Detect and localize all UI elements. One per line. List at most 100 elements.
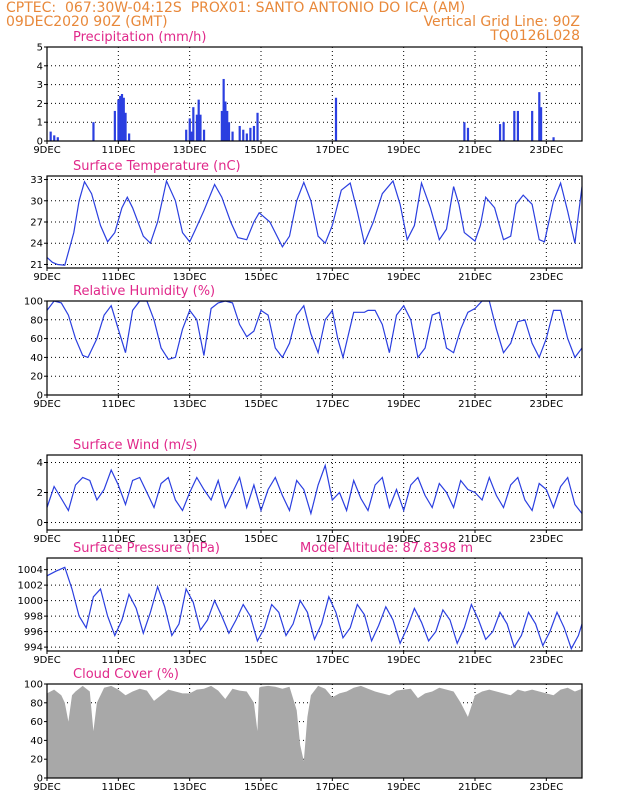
pres-frame (46, 557, 583, 652)
precip-bar (128, 133, 131, 141)
precip-bar (231, 131, 234, 141)
pres-xtick-label: 23DEC (529, 655, 563, 666)
cloud-xtick-label: 13DEC (173, 782, 207, 793)
precip-ytick-label: 3 (37, 80, 43, 91)
temp-ytick-label: 30 (30, 196, 43, 207)
precip-bar (245, 133, 248, 141)
precip-bar (463, 122, 466, 141)
precip-bar (92, 122, 95, 141)
pres-line (46, 566, 583, 651)
rh-xtick-label: 15DEC (244, 399, 278, 410)
cloud-frame (46, 683, 583, 779)
temp-xtick-label: 11DEC (101, 272, 135, 283)
precip-xtick-label: 13DEC (173, 145, 207, 156)
precip-bar (192, 107, 195, 141)
rh-ytick-label: 40 (30, 353, 43, 364)
precip-bar (188, 118, 191, 141)
pres-title: Surface Pressure (hPa) (73, 541, 220, 556)
wind-panel: Surface Wind (m/s) 0 2 4 9DEC 11DEC 13DEC 15DEC… (33, 438, 583, 545)
precip-bar (466, 127, 470, 141)
header-line2-left: 09DEC2020 90Z (GMT) (6, 14, 168, 30)
wind-xtick-label: 15DEC (244, 534, 278, 545)
precip-bar (53, 135, 56, 141)
precip-bar (502, 122, 505, 141)
header-line1: CPTEC: 067:30W-04:12S PROX01: SANTO ANTO… (6, 0, 466, 16)
precip-bar (252, 125, 256, 141)
rh-xtick-label: 21DEC (458, 399, 492, 410)
precip-xtick-label: 15DEC (244, 145, 278, 156)
precip-bar (117, 99, 120, 141)
wind-ytick-label: 4 (37, 458, 43, 469)
precip-bar (124, 112, 127, 141)
pres-xtick-label: 17DEC (315, 655, 349, 666)
rh-ytick-label: 100 (24, 297, 43, 308)
precip-bar (119, 95, 122, 141)
temp-xtick-label: 19DEC (387, 272, 421, 283)
precip-xtick-label: 21DEC (458, 145, 492, 156)
precip-bar (249, 127, 252, 141)
precip-xtick-label: 19DEC (387, 145, 421, 156)
precip-bar (539, 107, 543, 141)
wind-xtick-label: 13DEC (173, 534, 207, 545)
pres-xtick-label: 21DEC (458, 655, 492, 666)
pres-xtick-label: 15DEC (244, 655, 278, 666)
cloud-ytick-label: 60 (30, 717, 43, 728)
cloud-ytick-label: 40 (30, 736, 43, 747)
precip-bar (238, 125, 241, 141)
pres-xtick-label: 13DEC (173, 655, 207, 666)
cloud-xtick-label: 11DEC (101, 782, 135, 793)
precip-bar (242, 129, 245, 141)
cloud-xtick-label: 15DEC (244, 782, 278, 793)
cloud-xtick-label: 17DEC (315, 782, 349, 793)
cloud-ytick-label: 80 (30, 698, 43, 709)
pres-ytick-label: 1002 (18, 581, 43, 592)
precip-bar (227, 122, 231, 141)
precip-bar (190, 131, 193, 141)
precip-bar (498, 124, 502, 141)
temp-xtick-label: 21DEC (458, 272, 492, 283)
cloud-ytick-label: 0 (37, 774, 43, 785)
precip-bar (122, 97, 125, 141)
precip-ytick-label: 1 (37, 118, 43, 129)
precip-ytick-label: 0 (37, 137, 43, 148)
temp-title: Surface Temperature (nC) (73, 159, 241, 174)
temp-line (46, 179, 583, 266)
header-line3-right: TQ0126L028 (490, 28, 580, 44)
wind-xtick-label: 11DEC (101, 534, 135, 545)
cloud-ytick-label: 20 (30, 755, 43, 766)
cloud-xtick-label: 9DEC (33, 782, 60, 793)
wind-ytick-label: 2 (37, 488, 43, 499)
wind-xtick-label: 9DEC (33, 534, 60, 545)
precip-bar (516, 110, 519, 141)
rh-frame (46, 300, 583, 396)
precip-ytick-label: 2 (37, 99, 43, 110)
cloud-xtick-label: 21DEC (458, 782, 492, 793)
rh-xtick-label: 9DEC (33, 399, 60, 410)
pres-ytick-label: 998 (24, 612, 43, 623)
precip-bar (224, 101, 227, 141)
temp-xtick-label: 23DEC (529, 272, 563, 283)
pres-xtick-label: 11DEC (101, 655, 135, 666)
pres-ytick-label: 994 (24, 643, 43, 654)
precip-bar (222, 78, 225, 141)
rh-xtick-label: 19DEC (387, 399, 421, 410)
precip-title: Precipitation (mm/h) (73, 30, 206, 45)
temp-ytick-label: 24 (30, 239, 43, 250)
wind-ytick-label: 0 (37, 518, 43, 529)
header-line2-right: Vertical Grid Line: 90Z (423, 14, 580, 30)
precip-xtick-label: 23DEC (529, 145, 563, 156)
rh-ytick-label: 60 (30, 334, 43, 345)
pres-ytick-label: 1000 (18, 596, 43, 607)
precip-bar (552, 137, 555, 141)
wind-xtick-label: 23DEC (529, 534, 563, 545)
precip-xtick-label: 9DEC (33, 145, 60, 156)
precip-bar (185, 129, 188, 141)
rh-line (46, 300, 583, 360)
precip-panel: Precipitation (mm/h) 0 1 2 3 4 5 9DEC 11DEC 13DEC… (33, 30, 583, 156)
precip-frame (46, 46, 583, 142)
wind-xtick-label: 19DEC (387, 534, 421, 545)
temp-ytick-label: 33 (30, 175, 43, 186)
wind-xtick-label: 21DEC (458, 534, 492, 545)
pres-ytick-label: 1004 (18, 565, 43, 576)
